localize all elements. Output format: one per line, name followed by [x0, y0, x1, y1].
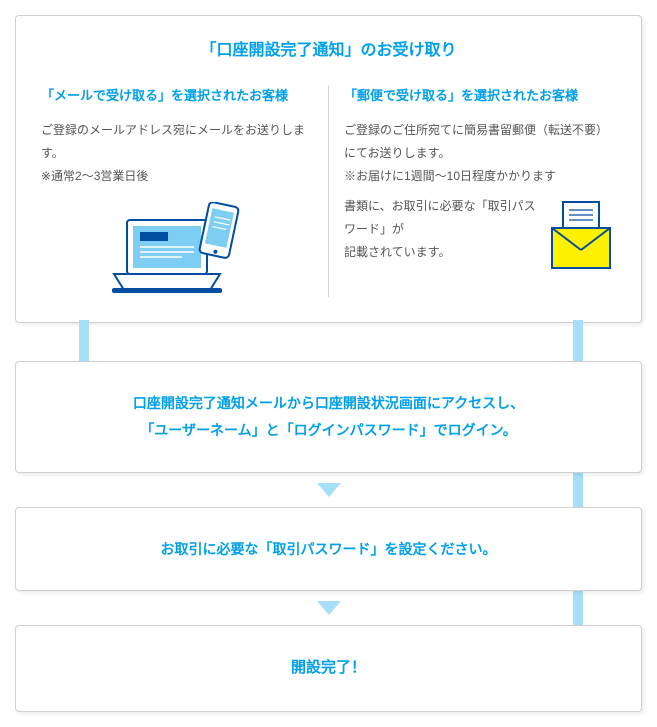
- envelope-illustration: [546, 195, 616, 277]
- option-postal-body-side: 書類に、お取引に必要な「取引パスワード」が 記載されています。: [344, 195, 536, 263]
- receipt-options-panel: 「口座開設完了通知」のお受け取り 「メールで受け取る」を選択されたお客様 ご登録…: [15, 15, 642, 323]
- option-email-heading: 「メールで受け取る」を選択されたお客様: [41, 85, 313, 104]
- option-postal-body-top: ご登録のご住所宛てに簡易書留郵便（転送不要）にてお送りします。 ※お届けに1週間…: [344, 119, 616, 187]
- flow-triangle-1: [15, 483, 642, 497]
- step-login-text: 口座開設完了通知メールから口座開設状況画面にアクセスし、 「ユーザーネーム」と「…: [133, 395, 524, 438]
- option-postal: 「郵便で受け取る」を選択されたお客様 ご登録のご住所宛てに簡易書留郵便（転送不要…: [334, 85, 616, 297]
- column-divider: [328, 85, 329, 297]
- panel-title: 「口座開設完了通知」のお受け取り: [41, 36, 616, 60]
- option-postal-heading: 「郵便で受け取る」を選択されたお客様: [344, 85, 616, 104]
- step-set-password-text: お取引に必要な「取引パスワード」を設定ください。: [161, 541, 497, 557]
- step-set-password: お取引に必要な「取引パスワード」を設定ください。: [15, 507, 642, 592]
- option-columns: 「メールで受け取る」を選択されたお客様 ご登録のメールアドレス宛にメールをお送り…: [41, 85, 616, 297]
- option-email: 「メールで受け取る」を選択されたお客様 ご登録のメールアドレス宛にメールをお送り…: [41, 85, 323, 297]
- option-email-body: ご登録のメールアドレス宛にメールをお送りします。 ※通常2〜3営業日後: [41, 119, 313, 187]
- laptop-phone-illustration: [41, 202, 313, 297]
- step-login: 口座開設完了通知メールから口座開設状況画面にアクセスし、 「ユーザーネーム」と「…: [15, 361, 642, 472]
- step-complete-text: 開設完了！: [291, 659, 366, 676]
- flow-triangle-2: [15, 601, 642, 615]
- step-complete: 開設完了！: [15, 625, 642, 712]
